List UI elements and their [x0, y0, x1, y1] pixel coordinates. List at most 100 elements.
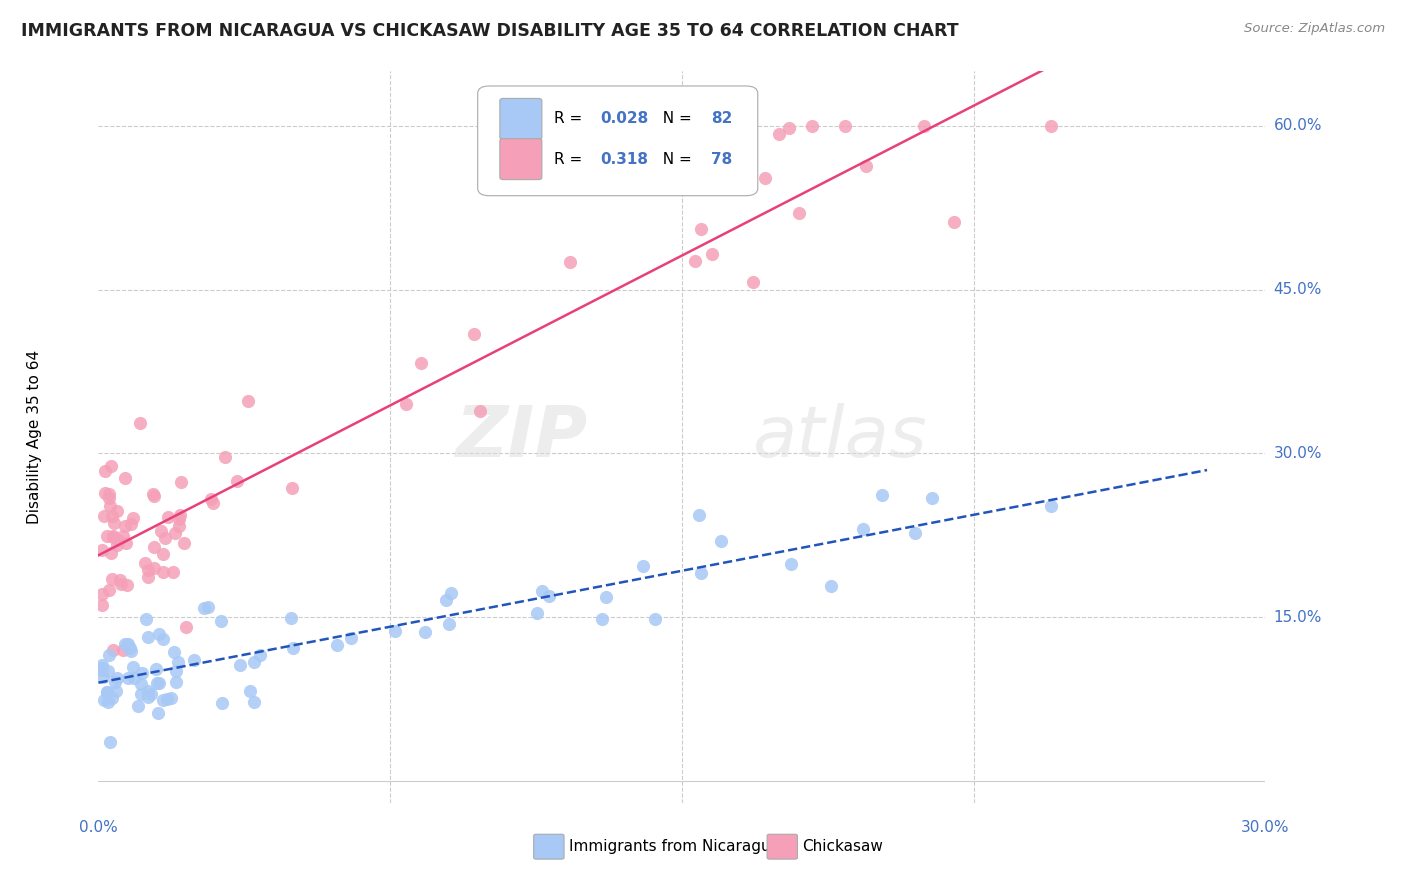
Point: [136, 630, 159, 644]
Point: [153, 531, 176, 545]
Point: [834, 119, 856, 133]
Point: [105, 684, 128, 698]
Point: [537, 589, 560, 603]
FancyBboxPatch shape: [478, 86, 758, 195]
Point: [384, 624, 406, 638]
Point: [96, 528, 118, 542]
Text: R =: R =: [554, 112, 586, 127]
Point: [143, 561, 166, 575]
Point: [162, 566, 184, 580]
Point: [100, 572, 122, 586]
Point: [787, 206, 810, 220]
Point: [243, 655, 266, 669]
Text: R =: R =: [554, 152, 586, 167]
Point: [591, 612, 613, 626]
Point: [226, 474, 249, 488]
Point: [98, 582, 121, 597]
Point: [131, 665, 153, 680]
FancyBboxPatch shape: [501, 138, 541, 179]
Point: [100, 546, 122, 560]
Text: N =: N =: [652, 152, 696, 167]
Point: [129, 416, 152, 430]
Point: [165, 664, 187, 678]
Point: [214, 450, 236, 465]
Point: [754, 171, 776, 186]
Point: [768, 127, 790, 141]
Point: [107, 533, 129, 548]
Point: [148, 676, 170, 690]
Point: [1040, 119, 1063, 133]
Point: [97, 695, 120, 709]
Point: [202, 496, 225, 510]
Text: 82: 82: [711, 112, 733, 127]
Point: [136, 684, 159, 698]
Point: [146, 675, 169, 690]
Point: [211, 696, 233, 710]
Text: 0.318: 0.318: [600, 152, 648, 167]
Point: [103, 516, 125, 531]
Text: Disability Age 35 to 64: Disability Age 35 to 64: [27, 350, 42, 524]
Point: [174, 620, 197, 634]
Point: [136, 690, 159, 705]
Point: [105, 503, 128, 517]
Text: Chickasaw: Chickasaw: [801, 839, 883, 855]
Point: [91, 661, 114, 675]
Point: [160, 691, 183, 706]
Point: [249, 648, 271, 662]
Point: [96, 684, 118, 698]
Point: [167, 512, 190, 526]
Point: [127, 698, 149, 713]
Text: 0.0%: 0.0%: [79, 820, 118, 835]
Point: [97, 665, 120, 679]
Point: [434, 593, 457, 607]
Point: [280, 611, 302, 625]
Point: [91, 658, 114, 673]
Point: [463, 327, 485, 342]
Point: [101, 528, 124, 542]
Point: [98, 499, 121, 513]
Point: [91, 587, 114, 601]
Point: [98, 491, 121, 505]
Point: [200, 491, 222, 506]
Point: [904, 525, 927, 540]
Point: [413, 625, 436, 640]
Point: [117, 671, 139, 685]
Point: [136, 570, 159, 584]
Text: N =: N =: [652, 112, 696, 127]
Text: 45.0%: 45.0%: [1274, 282, 1322, 297]
Point: [943, 215, 966, 229]
Point: [142, 540, 165, 554]
Point: [118, 640, 141, 655]
Text: 15.0%: 15.0%: [1274, 610, 1322, 624]
Text: Immigrants from Nicaragua: Immigrants from Nicaragua: [568, 839, 780, 855]
Point: [690, 566, 713, 581]
Point: [105, 671, 128, 685]
Point: [395, 397, 418, 411]
Point: [156, 692, 179, 706]
Text: 60.0%: 60.0%: [1274, 119, 1322, 134]
Point: [142, 489, 165, 503]
Point: [690, 222, 713, 236]
Point: [117, 578, 139, 592]
FancyBboxPatch shape: [768, 834, 797, 859]
Point: [111, 529, 134, 543]
Point: [243, 695, 266, 709]
Point: [134, 556, 156, 570]
Point: [135, 612, 157, 626]
Point: [855, 159, 877, 173]
Point: [1040, 499, 1063, 513]
Point: [150, 524, 173, 538]
Point: [93, 509, 115, 524]
Point: [100, 458, 122, 473]
Point: [741, 275, 763, 289]
Point: [91, 661, 114, 675]
Point: [173, 536, 195, 550]
Point: [145, 662, 167, 676]
Point: [197, 599, 219, 614]
Point: [120, 517, 142, 532]
Point: [108, 573, 131, 587]
Point: [820, 579, 842, 593]
Point: [326, 638, 349, 652]
Point: [91, 664, 114, 678]
Point: [93, 692, 115, 706]
